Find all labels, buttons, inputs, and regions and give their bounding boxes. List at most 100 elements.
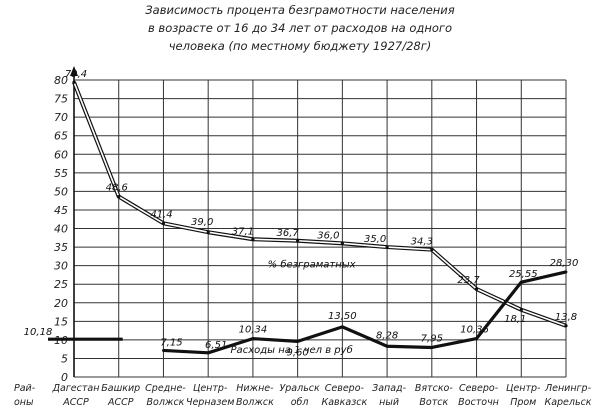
category-label: Дагестан xyxy=(52,383,100,394)
category-label: обл xyxy=(291,397,309,408)
spending-data-label: 25,55 xyxy=(509,269,538,280)
spending-point xyxy=(519,280,523,284)
category-label: АССР xyxy=(62,397,89,408)
category-label: Вятско- xyxy=(415,383,454,394)
y-tick-label: 55 xyxy=(54,167,68,180)
y-tick-label: 40 xyxy=(54,223,68,236)
spending-point xyxy=(72,337,76,341)
category-label: Центр- xyxy=(506,383,541,394)
illiteracy-point xyxy=(72,80,76,84)
spending-point xyxy=(296,339,300,343)
y-tick-label: 50 xyxy=(54,185,68,198)
illiteracy-point xyxy=(340,241,344,245)
chart-title: Зависимость процента безграмотности насе… xyxy=(145,3,454,53)
y-tick-label: 0 xyxy=(61,371,68,384)
illiteracy-data-label: 18,1 xyxy=(504,314,526,325)
illiteracy-point xyxy=(474,287,479,291)
category-label: Средне- xyxy=(145,383,186,394)
category-label: Карельск xyxy=(544,397,591,408)
spending-point xyxy=(340,325,344,329)
title-line-1: Зависимость процента безграмотности насе… xyxy=(145,3,454,17)
illiteracy-data-label: 35,0 xyxy=(364,234,386,245)
illiteracy-point xyxy=(206,230,210,234)
spending-data-label: 13,50 xyxy=(328,311,357,322)
category-label: Черназем xyxy=(186,397,234,408)
category-label: ный xyxy=(379,397,399,408)
y-axis-arrow xyxy=(70,66,78,76)
y-tick-label: 35 xyxy=(54,241,68,254)
y-tick-label: 75 xyxy=(54,93,68,106)
y-tick-label: 5 xyxy=(61,352,68,365)
y-tick-label: 70 xyxy=(54,111,68,124)
illiteracy-data-label: 41,4 xyxy=(150,209,172,220)
illiteracy-point xyxy=(161,221,166,225)
illiteracy-point xyxy=(251,237,255,241)
title-line-2: в возрасте от 16 до 34 лет от расходов н… xyxy=(148,21,452,35)
data-labels: 79,4 48,6 41,4 39,0 37,1 36,7 36,0 35,0 34,3 23,7… xyxy=(24,69,579,358)
series-name-illiteracy: % безграматных xyxy=(268,258,356,270)
spending-data-label: 6,51 xyxy=(205,340,227,351)
illiteracy-data-label: 48,6 xyxy=(106,183,128,194)
illiteracy-point xyxy=(296,239,300,243)
spending-data-label: 9,60 xyxy=(287,347,309,358)
category-label: Волжск xyxy=(236,397,274,408)
illiteracy-point xyxy=(430,248,434,252)
x-axis: Дагестан АССР Башкир АССР Средне- Волжск Центр… xyxy=(14,383,592,408)
illiteracy-data-label: 37,1 xyxy=(232,226,254,237)
spending-data-label: 10,34 xyxy=(239,325,268,336)
illiteracy-data-label: 13,8 xyxy=(555,312,577,323)
illiteracy-data-label: 36,7 xyxy=(277,228,300,239)
category-label: АССР xyxy=(107,397,134,408)
category-label: Волжск xyxy=(146,397,184,408)
series-illiteracy-inner xyxy=(73,81,567,327)
row-axis-label: оны xyxy=(14,397,34,408)
y-tick-label: 20 xyxy=(54,297,68,310)
y-tick-label: 65 xyxy=(54,130,68,143)
illiteracy-point xyxy=(564,324,568,328)
spending-data-label: 7,95 xyxy=(421,333,443,344)
spending-point xyxy=(430,346,434,349)
series-layer xyxy=(48,80,568,355)
category-label: Запад- xyxy=(372,383,407,394)
spending-data-label: 8,28 xyxy=(376,330,398,341)
illiteracy-point xyxy=(519,308,523,312)
spending-point xyxy=(564,270,568,274)
spending-point xyxy=(206,351,210,355)
spending-data-label: 28,30 xyxy=(550,258,579,269)
category-label: Башкир xyxy=(101,383,140,394)
illiteracy-data-label: 39,0 xyxy=(191,217,213,228)
illiteracy-data-label: 79,4 xyxy=(65,69,87,80)
spending-point xyxy=(251,337,255,341)
category-label: Центр- xyxy=(193,383,228,394)
illiteracy-data-label: 23,7 xyxy=(457,275,480,286)
y-tick-label: 30 xyxy=(54,260,68,273)
spending-point xyxy=(117,337,121,341)
series-spending-line xyxy=(163,270,567,355)
category-label: Уральск xyxy=(279,383,320,394)
category-label: Кавказск xyxy=(321,397,367,408)
title-line-3: человека (по местному бюджету 1927/28г) xyxy=(169,39,432,53)
category-label: Пром xyxy=(510,397,536,408)
y-axis: 05101520253035404550556065707580 xyxy=(54,66,78,384)
category-label: Нижне- xyxy=(236,383,274,394)
category-label: Северо- xyxy=(459,383,499,394)
illiteracy-point xyxy=(117,194,121,199)
illiteracy-data-label: 36,0 xyxy=(317,230,339,241)
spending-point xyxy=(475,337,478,340)
illiteracy-data-label: 34,3 xyxy=(411,237,433,248)
y-tick-label: 15 xyxy=(54,315,68,328)
spending-data-label: 10,36 xyxy=(460,325,489,336)
category-label: Вотск xyxy=(419,397,448,408)
spending-point xyxy=(385,344,389,348)
spending-data-label: 10,18 xyxy=(24,327,53,338)
y-tick-label: 60 xyxy=(54,148,68,161)
spending-data-label: 7,15 xyxy=(160,337,182,348)
category-label: Ленингр- xyxy=(544,383,592,394)
y-tick-label: 25 xyxy=(54,278,68,291)
y-tick-label: 80 xyxy=(54,74,68,87)
series-name-spending: Расходы на 1 чел в руб xyxy=(231,344,353,356)
spending-point xyxy=(162,349,165,352)
y-tick-label: 45 xyxy=(54,204,68,217)
